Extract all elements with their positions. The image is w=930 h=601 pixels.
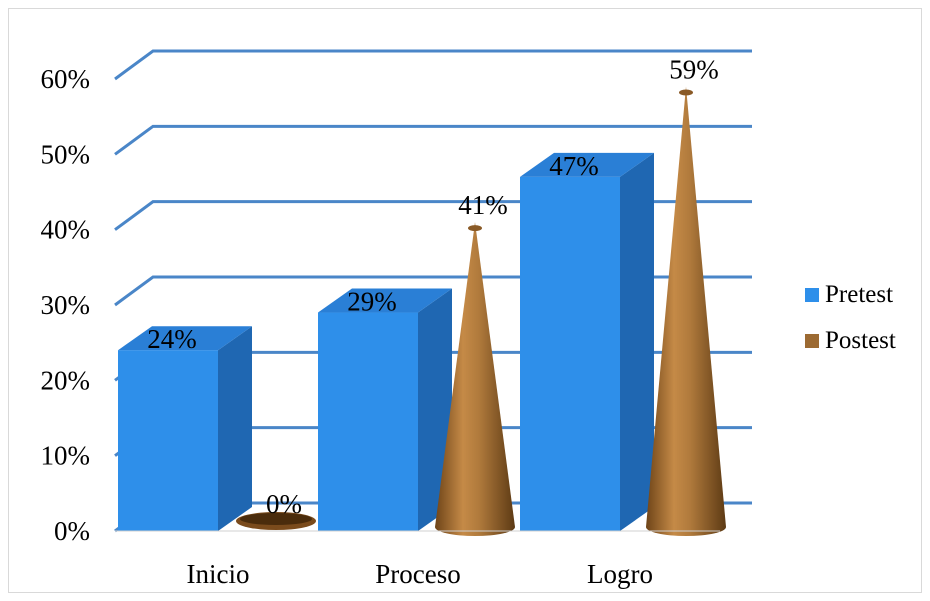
x-axis: Inicio Proceso Logro	[115, 530, 720, 589]
bar-front	[318, 312, 418, 531]
data-labels: 24% 29% 47% 0% 41% 59%	[147, 55, 719, 519]
bar-pretest	[520, 152, 654, 531]
cone-tip	[468, 225, 482, 232]
x-tick-label: Inicio	[187, 559, 250, 589]
data-label-postest: 59%	[669, 55, 719, 85]
bar-side	[218, 326, 252, 531]
y-tick-label: 40%	[41, 215, 91, 245]
legend-swatch-postest	[805, 334, 819, 348]
data-label-pretest: 24%	[147, 324, 197, 354]
legend: Pretest Postest	[805, 272, 896, 364]
cone-base-inner	[240, 513, 312, 525]
legend-label-postest: Postest	[825, 327, 896, 354]
cone-postest	[236, 512, 316, 530]
legend-item-postest: Postest	[805, 318, 896, 364]
data-label-postest: 41%	[458, 190, 508, 220]
legend-item-pretest: Pretest	[805, 272, 896, 318]
legend-swatch-pretest	[805, 288, 819, 302]
bar-pretest	[318, 288, 452, 531]
cone-postest	[646, 86, 726, 537]
bar-top	[318, 288, 452, 313]
bars	[118, 86, 726, 537]
bar-top	[118, 326, 252, 351]
legend-label-pretest: Pretest	[825, 281, 894, 308]
bar-side	[620, 152, 654, 531]
y-tick-label: 60%	[41, 64, 91, 94]
y-axis: 0% 10% 20% 30% 40% 50% 60%	[41, 64, 91, 546]
data-label-pretest: 47%	[549, 151, 599, 181]
cone-body	[646, 86, 726, 537]
y-tick-label: 10%	[41, 441, 91, 471]
x-tick-label: Proceso	[375, 559, 460, 589]
bar-front	[520, 176, 620, 531]
x-tick-label: Logro	[587, 559, 653, 589]
y-tick-label: 20%	[41, 365, 91, 395]
cone-body	[435, 222, 515, 536]
bar-top	[520, 152, 654, 177]
bar-front	[118, 350, 218, 531]
bar-pretest	[118, 326, 252, 531]
y-tick-label: 50%	[41, 139, 91, 169]
gridline	[114, 49, 752, 81]
cone-postest	[435, 222, 515, 536]
gridline	[114, 200, 752, 231]
gridline	[114, 124, 752, 156]
cone-tip	[679, 89, 693, 96]
data-label-pretest: 29%	[347, 287, 397, 317]
y-tick-label: 0%	[54, 516, 90, 546]
data-label-postest: 0%	[266, 489, 302, 519]
y-tick-label: 30%	[41, 290, 91, 320]
